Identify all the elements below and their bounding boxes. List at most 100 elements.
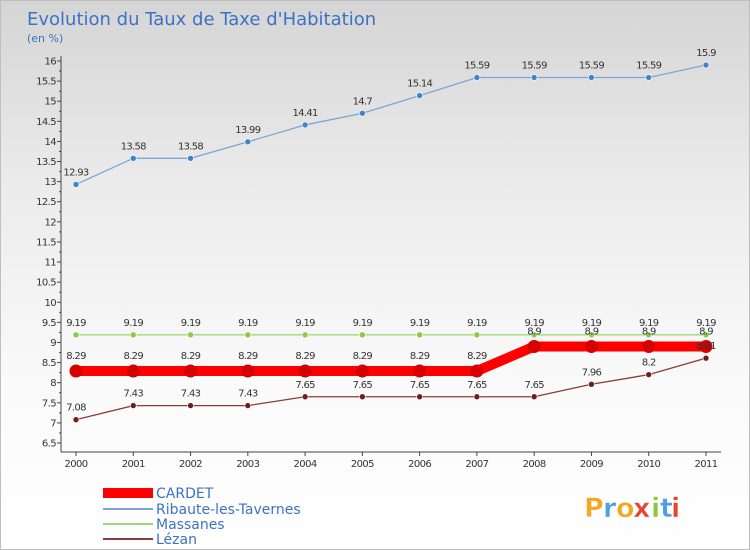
series-lezan (72, 354, 710, 423)
data-label-cardet: 8.29 (238, 351, 258, 362)
data-label-ribaute-les-tavernes: 15.14 (407, 79, 432, 90)
data-label-cardet: 8.29 (66, 351, 86, 362)
data-label-massanes: 9.19 (238, 318, 258, 329)
data-point-massanes (588, 331, 595, 339)
legend-item-lezan: Lézan (103, 532, 197, 548)
data-point-massanes (473, 331, 481, 339)
series-layer (69, 61, 713, 423)
y-tick-label: 8 (50, 378, 56, 389)
data-point-cardet (527, 339, 541, 353)
data-point-ribaute-les-tavernes (530, 74, 538, 81)
data-label-massanes: 9.19 (295, 318, 315, 329)
x-tick-label: 2002 (179, 459, 202, 470)
data-label-lezan: 7.65 (410, 380, 430, 391)
series-line-cardet (76, 341, 706, 377)
data-label-ribaute-les-tavernes: 14.41 (293, 108, 318, 119)
data-label-ribaute-les-tavernes: 15.59 (464, 60, 489, 71)
data-point-ribaute-les-tavernes (359, 109, 366, 117)
data-point-ribaute-les-tavernes (645, 74, 653, 81)
data-label-cardet: 8.29 (410, 351, 430, 362)
data-label-lezan: 7.96 (582, 367, 602, 378)
data-label-cardet: 8.29 (124, 351, 144, 362)
legend-label: Massanes (156, 517, 225, 533)
data-point-lezan (359, 393, 366, 401)
data-point-ribaute-les-tavernes (588, 74, 595, 81)
data-point-massanes (645, 331, 653, 339)
data-point-cardet (470, 364, 484, 378)
x-tick-label: 2000 (64, 459, 87, 470)
y-tick-label: 12 (44, 217, 56, 228)
data-label-lezan: 7.65 (353, 380, 373, 391)
data-label-massanes: 9.19 (696, 318, 716, 329)
y-tick-label: 10.5 (36, 278, 56, 289)
data-label-massanes: 9.19 (124, 318, 144, 329)
data-label-massanes: 9.19 (410, 318, 430, 329)
data-point-massanes (416, 331, 423, 339)
legend-item-ribaute-les-tavernes: Ribaute-les-Tavernes (103, 502, 301, 518)
legend-label: CARDET (156, 486, 214, 502)
data-point-lezan (129, 402, 137, 409)
data-point-lezan (301, 393, 309, 401)
x-tick-label: 2011 (694, 459, 717, 470)
data-label-lezan: 7.43 (124, 389, 144, 400)
data-labels-layer: 8.29 8.29 8.29 8.29 8.29 8.29 8.29 8.29 8.9 8.9 8.… (63, 48, 716, 414)
logo-letter: x (633, 493, 650, 524)
data-point-cardet (298, 364, 312, 378)
y-tick-label: 9 (50, 338, 56, 349)
data-point-lezan (187, 402, 194, 409)
data-label-cardet: 8.9 (699, 326, 713, 337)
data-point-lezan (530, 393, 538, 401)
data-point-lezan (588, 380, 595, 388)
y-tick-label: 8.5 (42, 358, 56, 369)
data-point-ribaute-les-tavernes (129, 155, 137, 162)
legend-item-massanes: Massanes (103, 517, 225, 533)
data-point-lezan (416, 393, 423, 401)
x-tick-label: 2005 (351, 459, 374, 470)
data-point-cardet (355, 364, 369, 378)
y-tick-label: 13.5 (36, 157, 56, 168)
data-point-massanes (301, 331, 309, 339)
data-point-cardet (642, 339, 656, 353)
data-label-lezan: 7.43 (238, 389, 258, 400)
data-point-ribaute-les-tavernes (72, 181, 80, 188)
logo-letter: P (584, 493, 604, 524)
y-tick-label: 10 (44, 298, 56, 309)
data-point-ribaute-les-tavernes (702, 61, 710, 69)
data-label-massanes: 9.19 (582, 318, 602, 329)
y-tick-label: 7 (50, 418, 56, 429)
data-point-lezan (702, 354, 710, 362)
data-label-massanes: 9.19 (524, 318, 544, 329)
y-tick-label: 7.5 (42, 398, 56, 409)
data-label-lezan: 7.65 (467, 380, 487, 391)
x-tick-label: 2003 (236, 459, 259, 470)
data-label-ribaute-les-tavernes: 13.99 (235, 125, 260, 136)
x-tick-label: 2004 (294, 459, 317, 470)
data-label-cardet: 8.9 (527, 326, 541, 337)
data-point-ribaute-les-tavernes (416, 92, 423, 99)
data-label-lezan: 7.08 (66, 403, 86, 414)
data-point-lezan (645, 371, 653, 378)
y-tick-label: 15 (44, 97, 56, 108)
data-label-ribaute-les-tavernes: 13.58 (121, 141, 146, 152)
data-point-cardet (584, 339, 598, 353)
data-point-cardet (126, 364, 140, 378)
data-label-ribaute-les-tavernes: 15.9 (696, 48, 716, 59)
data-point-cardet (699, 339, 713, 353)
data-point-ribaute-les-tavernes (473, 74, 481, 81)
data-point-massanes (530, 331, 538, 339)
axes: 6.5 7 7.5 8 8.5 9 9.5 10 10.5 11 11.5 12 12.5 13 13.5 1… (36, 56, 721, 470)
data-label-massanes: 9.19 (181, 318, 201, 329)
data-label-lezan: 8.61 (696, 341, 716, 352)
chart-subtitle: (en %) (27, 32, 63, 45)
data-label-ribaute-les-tavernes: 15.59 (636, 60, 661, 71)
data-point-ribaute-les-tavernes (187, 155, 194, 162)
legend-item-cardet: CARDET (103, 486, 214, 502)
data-label-lezan: 7.65 (295, 380, 315, 391)
logo-letter: r (603, 493, 617, 524)
data-point-ribaute-les-tavernes (301, 121, 309, 129)
data-point-lezan (473, 393, 481, 401)
